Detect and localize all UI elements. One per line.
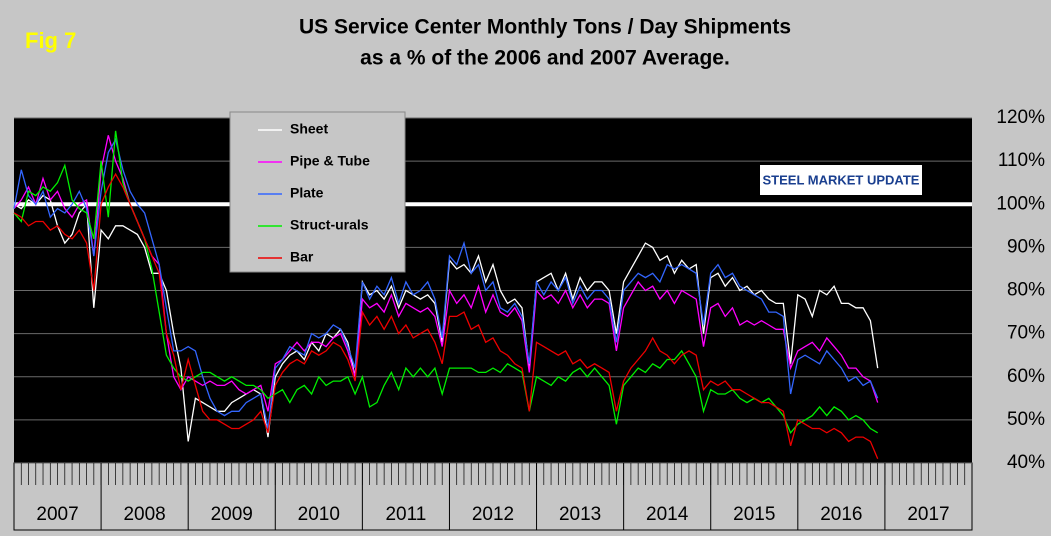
x-tick-label: 2010 [298,504,340,525]
series-line [13,172,879,459]
legend-label: Plate [290,185,324,201]
logo-box [760,165,922,195]
y-tick-label: 90% [1007,236,1045,257]
x-tick-label: 2011 [385,504,426,525]
chart-subtitle: as a % of the 2006 and 2007 Average. [360,47,730,70]
x-tick-label: 2013 [559,504,601,525]
y-tick-label: 70% [1007,323,1045,344]
series-line [13,135,879,412]
x-tick-label: 2007 [36,504,78,525]
x-tick-label: 2017 [907,504,949,525]
x-tick-label: 2014 [646,504,689,525]
axis: 40% 50% 60% 70% 80% 90% 100% 110% 120% 2007 2008 20… [13,107,1045,530]
legend-label: Sheet [290,121,328,137]
y-tick-label: 80% [1007,280,1045,301]
x-tick-label: 2008 [123,504,165,525]
lines [13,130,879,459]
y-tick-label: 110% [998,150,1045,171]
logo: STEEL MARKET UPDATE [763,172,920,187]
legend-box [229,111,406,273]
y-tick-label: 50% [1007,409,1045,430]
figure-label: Fig 7 [25,28,76,53]
chart-title: US Service Center Monthly Tons / Day Shi… [299,16,791,39]
y-tick-label: 40% [1007,452,1045,473]
series-line [13,137,879,429]
y-tick-label: 100% [996,193,1045,214]
legend: Sheet Pipe & Tube Plate Struct-urals Bar [229,111,406,273]
legend-label: Bar [290,249,314,265]
series-line [13,130,879,435]
x-tick-label: 2016 [820,504,862,525]
y-tick-label: 60% [1007,366,1045,387]
legend-label: Struct-urals [290,217,369,233]
x-tick-label: 2009 [211,504,253,525]
y-tick-label: 120% [996,107,1045,128]
x-tick-label: 2015 [733,504,775,525]
x-tick-label: 2012 [472,504,514,525]
legend-label: Pipe & Tube [290,153,370,169]
